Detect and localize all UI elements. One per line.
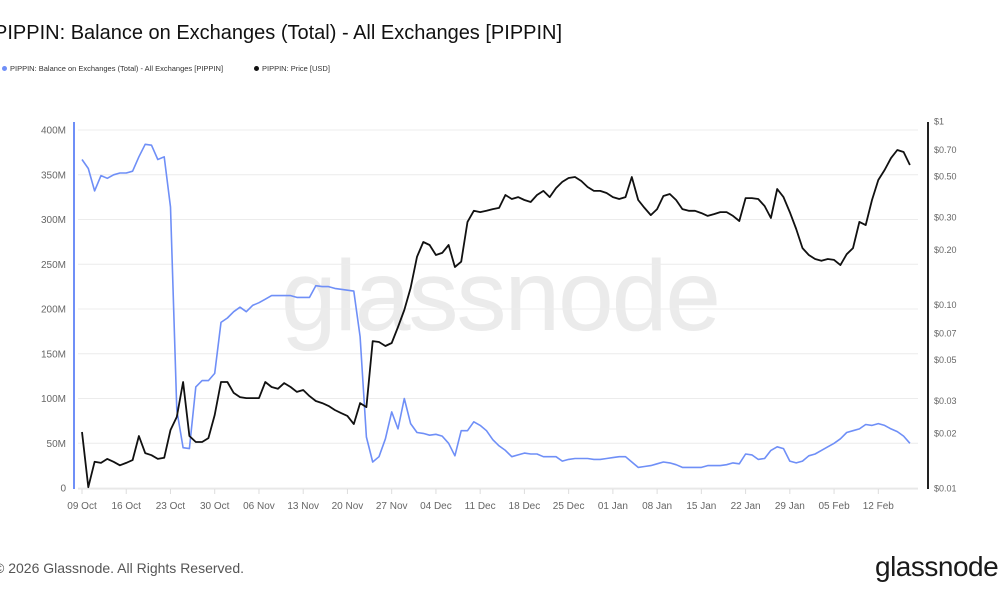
legend-dot-balance-icon [2,66,7,71]
x-tick-label: 30 Oct [200,501,230,512]
y-right-tick-label: $0.50 [934,172,957,182]
x-tick-label: 06 Nov [243,501,275,512]
y-right-tick-label: $1 [934,117,944,127]
x-tick-label: 09 Oct [67,501,97,512]
chart-title: PIPPIN: Balance on Exchanges (Total) - A… [0,22,563,44]
y-left-tick-label: 350M [41,170,66,181]
x-tick-label: 13 Nov [287,501,319,512]
x-tick-label: 08 Jan [642,501,672,512]
x-tick-label: 23 Oct [156,501,186,512]
y-right-tick-label: $0.10 [934,300,957,310]
legend-item-price[interactable]: PIPPIN: Price [USD] [254,64,330,73]
y-right-tick-label: $0.03 [934,396,957,406]
y-right-tick-label: $0.70 [934,145,957,155]
y-left-tick-label: 250M [41,260,66,271]
y-right-tick-label: $0.30 [934,212,957,222]
series-balance [81,143,911,469]
y-right-tick-label: $0.20 [934,245,957,255]
y-right-tick-label: $0.05 [934,355,957,365]
legend-item-balance[interactable]: PIPPIN: Balance on Exchanges (Total) - A… [2,64,223,73]
y-left-tick-label: 50M [47,439,66,450]
x-tick-label: 16 Oct [112,501,142,512]
y-left-tick-label: 0 [60,484,66,495]
x-tick-label: 29 Jan [775,501,805,512]
x-tick-label: 04 Dec [420,501,452,512]
y-left-tick-label: 400M [41,126,66,137]
y-right-tick-label: $0.02 [934,428,957,438]
y-right-tick-label: $0.07 [934,328,957,338]
legend-dot-price-icon [254,66,259,71]
copyright-footer: © 2026 Glassnode. All Rights Reserved. [0,560,245,576]
x-tick-label: 25 Dec [553,501,585,512]
x-tick-label: 22 Jan [731,501,761,512]
y-right-tick-label: $0.01 [934,484,957,494]
series-price [81,149,911,489]
y-left-tick-label: 300M [41,215,66,226]
y-left-tick-label: 100M [41,394,66,405]
x-tick-label: 18 Dec [509,501,541,512]
glassnode-logo: glassnode [875,551,999,582]
x-tick-label: 11 Dec [465,501,496,512]
x-tick-label: 01 Jan [598,501,628,512]
x-tick-label: 27 Nov [376,501,408,512]
x-tick-label: 12 Feb [863,501,895,512]
x-tick-label: 05 Feb [819,501,851,512]
legend-label-price: PIPPIN: Price [USD] [262,64,330,73]
watermark: glassnode [281,240,719,352]
balance-line [81,143,911,469]
x-tick-label: 15 Jan [686,501,716,512]
price-line [81,149,911,489]
y-left-tick-label: 200M [41,305,66,316]
legend-label-balance: PIPPIN: Balance on Exchanges (Total) - A… [10,64,224,73]
y-left-tick-label: 150M [41,349,66,360]
x-tick-label: 20 Nov [332,501,364,512]
